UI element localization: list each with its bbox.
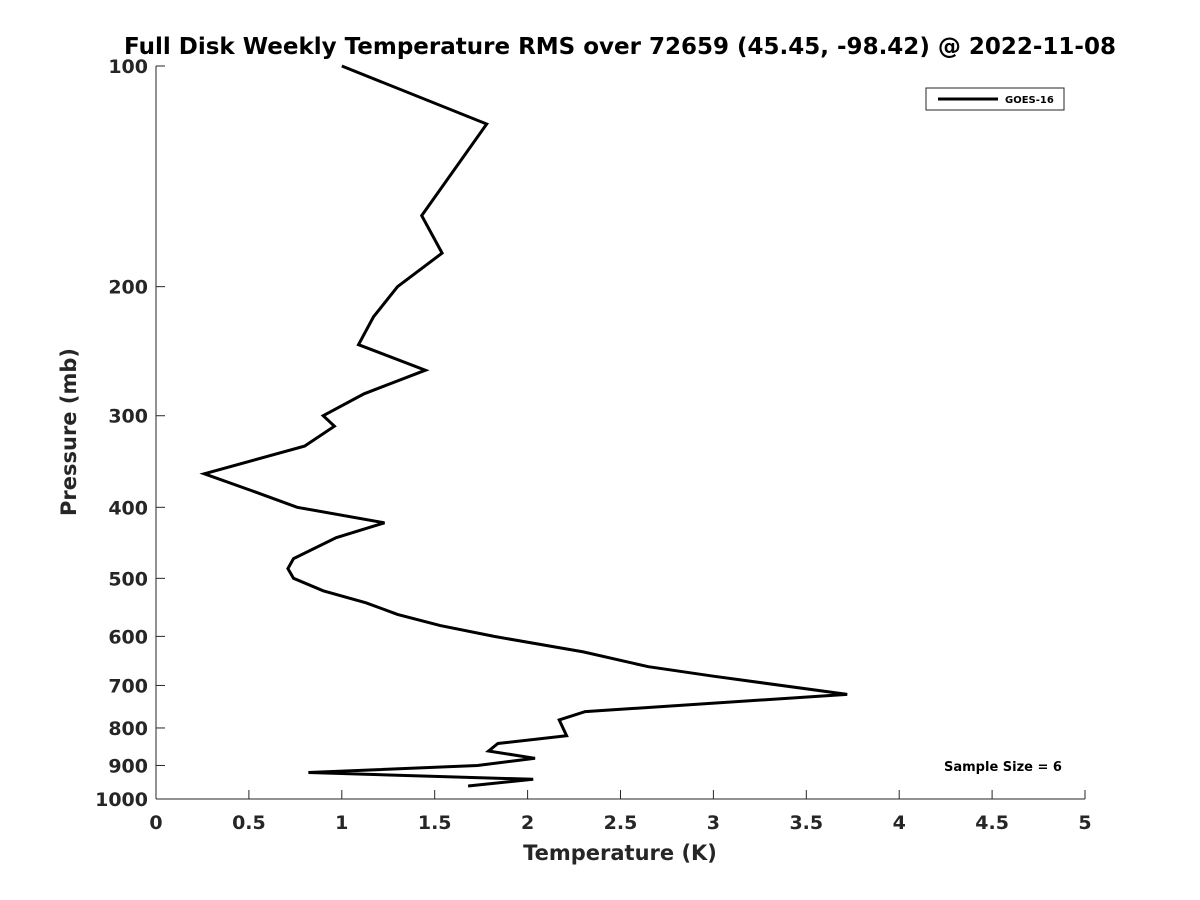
x-tick-label: 3 bbox=[707, 812, 720, 834]
series-layer bbox=[199, 64, 848, 788]
y-tick-label: 200 bbox=[108, 277, 148, 299]
y-axis-label: Pressure (mb) bbox=[57, 348, 81, 516]
x-tick-label: 1 bbox=[335, 812, 348, 834]
series-line-goes-16 bbox=[199, 64, 848, 788]
y-tick-label: 500 bbox=[108, 568, 148, 590]
x-tick-label: 2 bbox=[521, 812, 534, 834]
x-tick-label: 1.5 bbox=[418, 812, 452, 834]
y-tick-label: 400 bbox=[108, 497, 148, 519]
sample-size-annotation: Sample Size = 6 bbox=[944, 760, 1062, 775]
x-tick-label: 3.5 bbox=[789, 812, 823, 834]
x-tick-label: 4 bbox=[893, 812, 906, 834]
axes: 0 0.5 1 1.5 2 2.5 3 3.5 4 4.5 5 100 200 300 400 500 600 7… bbox=[95, 56, 1092, 834]
x-tick-label: 5 bbox=[1078, 812, 1091, 834]
chart-title: Full Disk Weekly Temperature RMS over 72… bbox=[124, 34, 1116, 60]
y-tick-label: 1000 bbox=[95, 789, 148, 811]
x-tick-label: 0.5 bbox=[232, 812, 266, 834]
legend-label: GOES-16 bbox=[1005, 95, 1054, 106]
legend: GOES-16 bbox=[925, 87, 1065, 111]
y-tick-label: 300 bbox=[108, 406, 148, 428]
x-tick-label: 4.5 bbox=[975, 812, 1009, 834]
x-axis-label: Temperature (K) bbox=[523, 841, 717, 865]
y-tick-label: 600 bbox=[108, 626, 148, 648]
y-tick-label: 800 bbox=[108, 718, 148, 740]
y-tick-label: 700 bbox=[108, 675, 148, 697]
x-tick-label: 0 bbox=[149, 812, 162, 834]
y-tick-label: 900 bbox=[108, 755, 148, 777]
y-tick-label: 100 bbox=[108, 56, 148, 78]
x-tick-label: 2.5 bbox=[604, 812, 638, 834]
